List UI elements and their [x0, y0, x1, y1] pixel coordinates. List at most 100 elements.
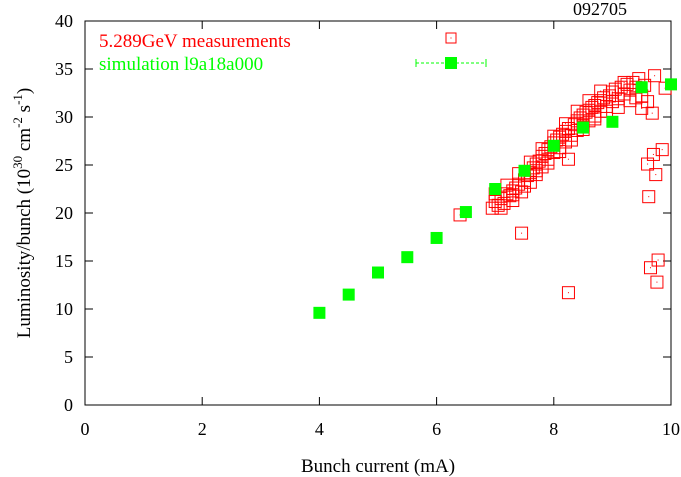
y-axis-title-units: cm — [14, 128, 35, 156]
x-tick-label: 2 — [198, 419, 207, 439]
measurement-point — [617, 75, 631, 89]
measurement-point-dot — [529, 161, 531, 163]
simulation-point — [606, 115, 619, 128]
series-simulation — [313, 78, 677, 319]
measurement-point — [494, 201, 508, 215]
plot-frame — [84, 20, 672, 406]
x-axis-title: Bunch current (mA) — [301, 456, 455, 477]
measurement-point-dot — [565, 123, 567, 125]
measurement-point-dot — [570, 139, 572, 141]
measurement-point — [582, 94, 596, 108]
y-tick-label: 30 — [55, 107, 73, 127]
measurement-point-dot — [652, 153, 654, 155]
measurement-point-dot — [641, 107, 643, 109]
measurement-point-dot — [594, 118, 596, 120]
x-tick-label: 6 — [432, 419, 441, 439]
measurement-point-dot — [611, 91, 613, 93]
y-axis-ticks: 0 5 10 15 20 25 30 35 40 — [55, 11, 671, 415]
measurement-point-dot — [576, 110, 578, 112]
measurement-point-dot — [535, 170, 537, 172]
measurement-point — [651, 253, 665, 267]
measurement-point-dot — [623, 81, 625, 83]
measurement-point-dot — [655, 174, 657, 176]
measurement-point — [541, 156, 555, 170]
simulation-point — [547, 139, 560, 152]
measurement-point — [594, 84, 608, 98]
measurement-point — [648, 69, 662, 83]
y-axis-title-main: Luminosity/bunch (10 — [14, 169, 35, 338]
series-measurements — [453, 69, 672, 300]
y-tick-label: 0 — [64, 395, 73, 415]
measurement-point — [643, 261, 657, 275]
y-axis-title: Luminosity/bunch (1030 cm-2 s-1) — [10, 88, 35, 339]
legend-label-measurements: 5.289GeV measurements — [99, 31, 291, 52]
measurement-point-dot — [647, 101, 649, 103]
y-tick-label: 40 — [55, 11, 73, 31]
simulation-point — [665, 78, 677, 91]
legend-marker-simulation — [445, 57, 457, 69]
measurement-point — [564, 133, 578, 147]
measurement-point-dot — [509, 195, 511, 197]
x-tick-label: 10 — [662, 419, 680, 439]
measurement-point-dot — [567, 158, 569, 160]
legend-marker-measurements-dot — [450, 37, 452, 39]
measurement-point-dot — [521, 232, 523, 234]
measurement-point — [561, 152, 575, 166]
measurement-point-dot — [638, 78, 640, 80]
simulation-point — [372, 266, 384, 279]
measurement-point-dot — [656, 281, 658, 283]
corner-tag: 092705 — [573, 0, 627, 19]
simulation-point — [489, 183, 502, 195]
measurement-point-dot — [512, 194, 514, 196]
y-axis-title-exp2: -2 — [10, 117, 25, 128]
measurement-point-dot — [503, 202, 505, 204]
measurement-point-dot — [541, 148, 543, 150]
measurement-point-dot — [647, 163, 649, 165]
simulation-point — [401, 251, 414, 264]
simulation-point — [577, 121, 590, 134]
measurement-point-dot — [635, 97, 637, 99]
measurement-point — [611, 100, 625, 114]
measurement-point — [588, 112, 602, 126]
measurement-point — [515, 226, 529, 240]
simulation-point — [518, 164, 531, 177]
measurement-point-dot — [661, 149, 663, 151]
x-axis-ticks: 0 2 4 6 8 10 — [81, 21, 680, 439]
simulation-point — [342, 288, 355, 301]
measurement-point — [646, 147, 660, 161]
measurement-point — [650, 275, 664, 289]
simulation-point — [430, 231, 443, 244]
measurement-point — [559, 117, 573, 131]
measurement-point-dot — [651, 112, 653, 114]
simulation-point — [459, 206, 472, 219]
measurement-point-dot — [649, 267, 651, 269]
x-tick-label: 0 — [81, 419, 90, 439]
simulation-point — [635, 81, 648, 94]
y-tick-label: 15 — [55, 251, 73, 271]
measurement-point-dot — [535, 174, 537, 176]
legend: 5.289GeV measurements simulation l9a18a0… — [99, 31, 487, 75]
measurement-point-dot — [524, 185, 525, 187]
measurement-point-dot — [567, 292, 569, 294]
measurement-point-dot — [553, 135, 555, 137]
measurement-point — [561, 286, 575, 300]
measurement-point-dot — [617, 106, 619, 108]
measurement-point — [518, 179, 531, 193]
measurement-point — [506, 188, 520, 202]
measurement-point-dot — [500, 207, 502, 209]
y-axis-title-exp1: 30 — [10, 156, 25, 169]
legend-marker-measurements — [445, 32, 457, 44]
y-axis-title-exp3: -1 — [10, 94, 25, 105]
measurement-point — [642, 190, 656, 204]
measurement-point — [645, 106, 659, 120]
y-tick-label: 10 — [55, 299, 73, 319]
measurement-point-dot — [506, 184, 508, 186]
y-axis-title-close: ) — [14, 88, 35, 94]
measurement-point — [570, 104, 584, 118]
measurement-point-dot — [657, 259, 659, 261]
y-tick-label: 20 — [55, 203, 73, 223]
measurement-point-dot — [648, 196, 650, 198]
y-tick-label: 25 — [55, 155, 73, 175]
measurement-point-dot — [547, 162, 549, 164]
